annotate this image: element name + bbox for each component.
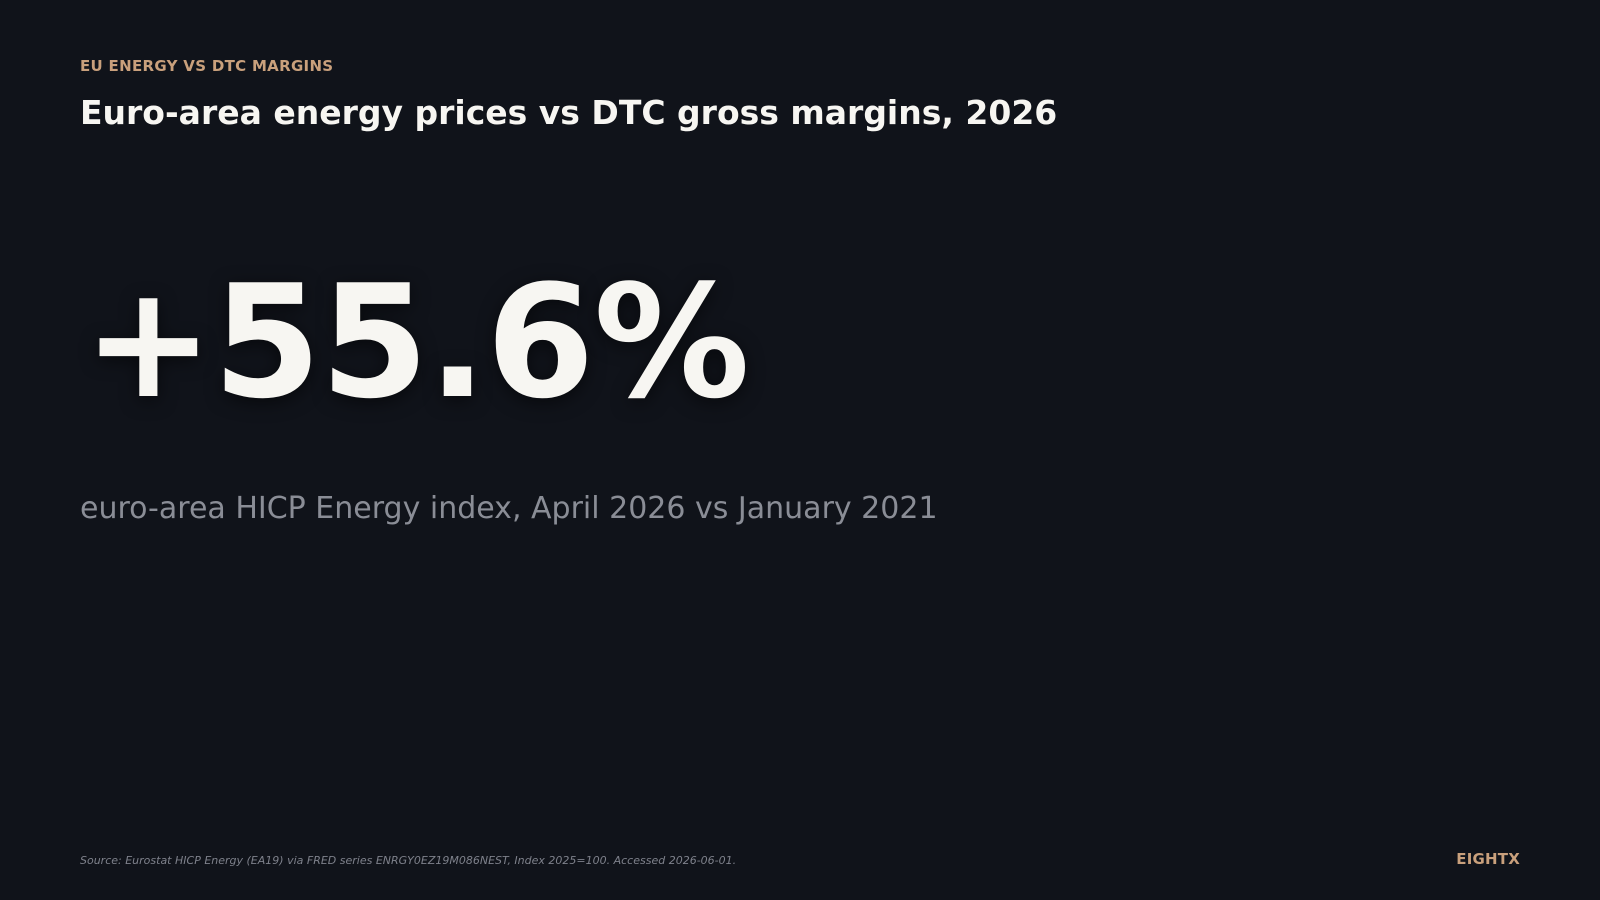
eyebrow-label: EU ENERGY VS DTC MARGINS	[80, 57, 334, 75]
source-note: Source: Eurostat HICP Energy (EA19) via …	[80, 854, 737, 867]
headline-stat-caption: euro-area HICP Energy index, April 2026 …	[80, 491, 938, 526]
page-title: Euro-area energy prices vs DTC gross mar…	[80, 93, 1058, 132]
headline-stat-value: +55.6%	[83, 251, 750, 433]
brand-logo-text: EIGHTX	[1456, 850, 1520, 868]
